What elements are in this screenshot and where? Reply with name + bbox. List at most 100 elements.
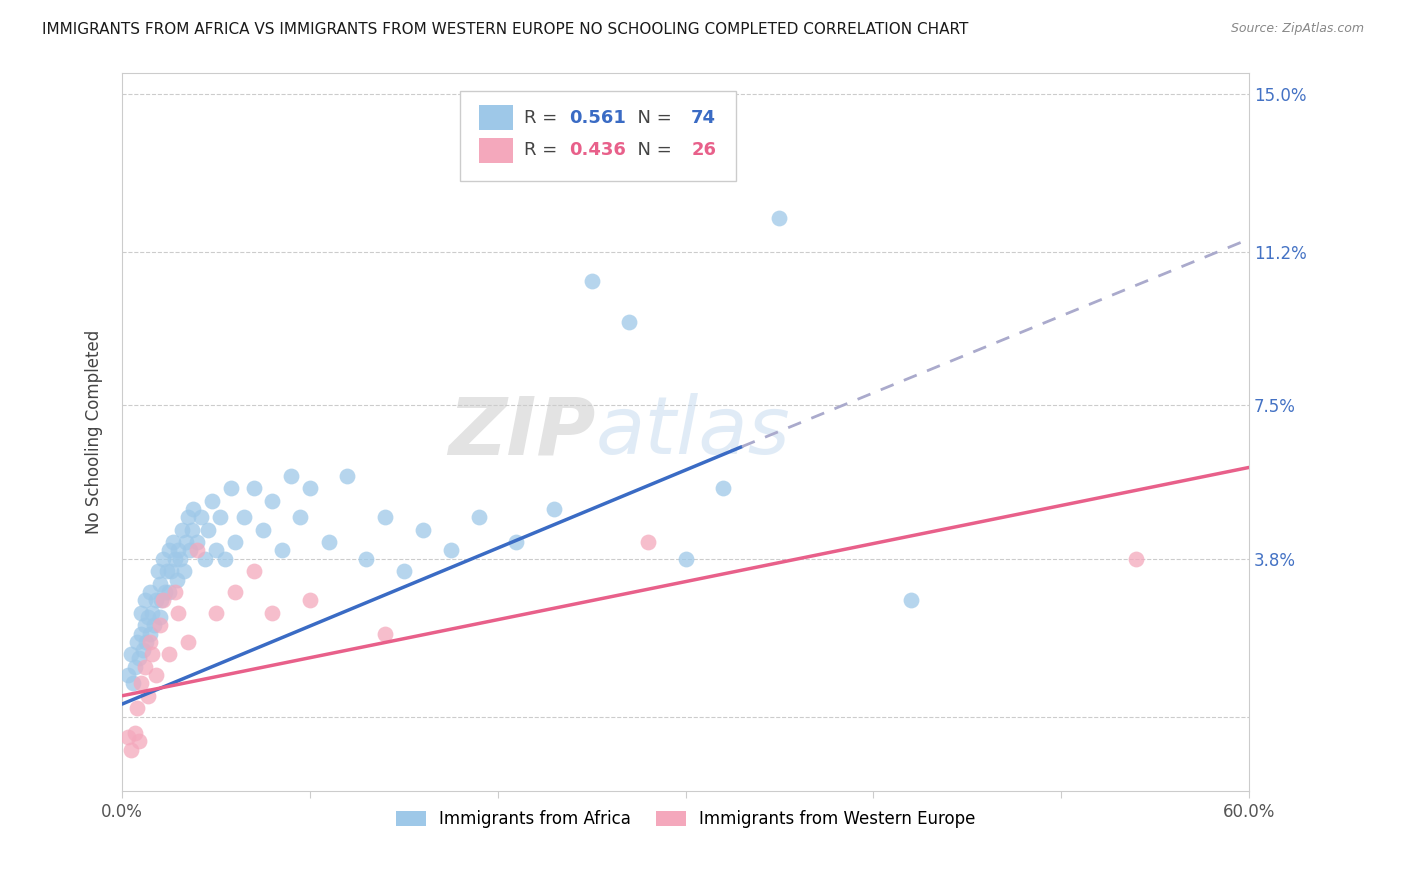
Point	[768, 211, 790, 226]
Point	[194, 551, 217, 566]
Point	[122, 676, 145, 690]
Point	[290, 510, 312, 524]
Point	[197, 523, 219, 537]
FancyBboxPatch shape	[460, 91, 737, 181]
Point	[177, 510, 200, 524]
Legend: Immigrants from Africa, Immigrants from Western Europe: Immigrants from Africa, Immigrants from …	[389, 804, 983, 835]
Point	[132, 643, 155, 657]
Point	[163, 585, 186, 599]
Point	[120, 647, 142, 661]
Point	[166, 573, 188, 587]
Point	[145, 668, 167, 682]
Point	[298, 481, 321, 495]
Point	[129, 626, 152, 640]
Point	[1125, 551, 1147, 566]
Point	[270, 543, 292, 558]
Point	[167, 606, 190, 620]
Point	[129, 606, 152, 620]
Point	[637, 535, 659, 549]
Point	[128, 734, 150, 748]
Point	[208, 510, 231, 524]
Text: ZIP: ZIP	[449, 393, 595, 471]
Point	[581, 274, 603, 288]
Point	[117, 731, 139, 745]
Point	[374, 626, 396, 640]
Point	[219, 481, 242, 495]
Point	[412, 523, 434, 537]
Point	[134, 618, 156, 632]
Point	[152, 551, 174, 566]
Point	[157, 647, 180, 661]
Point	[149, 576, 172, 591]
Point	[224, 585, 246, 599]
Point	[152, 593, 174, 607]
Text: 74: 74	[692, 109, 716, 127]
Point	[134, 659, 156, 673]
Point	[354, 551, 377, 566]
Text: 0.436: 0.436	[569, 141, 626, 159]
Point	[177, 635, 200, 649]
Point	[186, 535, 208, 549]
Point	[160, 564, 183, 578]
Point	[129, 676, 152, 690]
Point	[139, 585, 162, 599]
Point	[141, 647, 163, 661]
Point	[172, 523, 194, 537]
Point	[139, 626, 162, 640]
Point	[124, 659, 146, 673]
Text: 0.561: 0.561	[569, 109, 626, 127]
Point	[174, 535, 197, 549]
Point	[128, 651, 150, 665]
Point	[374, 510, 396, 524]
Point	[280, 468, 302, 483]
Point	[619, 315, 641, 329]
Point	[163, 551, 186, 566]
Point	[162, 535, 184, 549]
Point	[205, 606, 228, 620]
Point	[224, 535, 246, 549]
Point	[134, 593, 156, 607]
Point	[179, 543, 201, 558]
Point	[468, 510, 491, 524]
Point	[125, 701, 148, 715]
Text: R =: R =	[524, 141, 564, 159]
Point	[711, 481, 734, 495]
Point	[505, 535, 527, 549]
Point	[190, 510, 212, 524]
Point	[145, 593, 167, 607]
Point	[242, 481, 264, 495]
Point	[440, 543, 463, 558]
Text: N =: N =	[626, 109, 678, 127]
Point	[146, 564, 169, 578]
Point	[262, 606, 284, 620]
Point	[318, 535, 340, 549]
Point	[173, 564, 195, 578]
Point	[169, 551, 191, 566]
Text: IMMIGRANTS FROM AFRICA VS IMMIGRANTS FROM WESTERN EUROPE NO SCHOOLING COMPLETED : IMMIGRANTS FROM AFRICA VS IMMIGRANTS FRO…	[42, 22, 969, 37]
Point	[214, 551, 236, 566]
Point	[150, 593, 173, 607]
Text: N =: N =	[626, 141, 678, 159]
FancyBboxPatch shape	[479, 105, 513, 130]
Point	[298, 593, 321, 607]
Point	[336, 468, 359, 483]
Point	[149, 618, 172, 632]
Point	[135, 635, 157, 649]
Point	[180, 523, 202, 537]
Point	[205, 543, 228, 558]
Point	[117, 668, 139, 682]
Point	[167, 543, 190, 558]
Point	[242, 564, 264, 578]
Point	[186, 543, 208, 558]
Point	[262, 493, 284, 508]
Text: 26: 26	[692, 141, 716, 159]
Point	[183, 502, 205, 516]
Point	[392, 564, 415, 578]
Point	[252, 523, 274, 537]
Point	[138, 610, 160, 624]
Point	[233, 510, 256, 524]
Point	[675, 551, 697, 566]
Text: atlas: atlas	[595, 393, 790, 471]
Point	[201, 493, 224, 508]
Point	[139, 635, 162, 649]
